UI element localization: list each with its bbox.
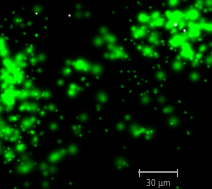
Text: 30 μm: 30 μm xyxy=(146,179,170,188)
